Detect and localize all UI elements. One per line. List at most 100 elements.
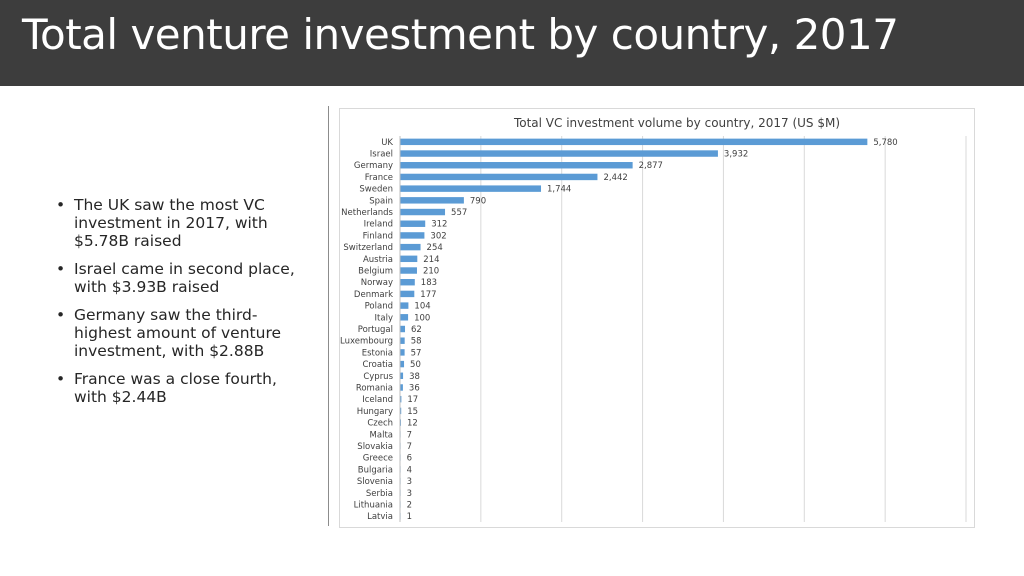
category-label: Latvia bbox=[367, 512, 393, 522]
category-label: Lithuania bbox=[354, 500, 393, 510]
value-label: 557 bbox=[451, 208, 467, 218]
category-label: Czech bbox=[367, 419, 393, 429]
value-label: 2,877 bbox=[639, 161, 663, 171]
category-label: Netherlands bbox=[341, 208, 393, 218]
bullet-text: The UK saw the most VC investment in 201… bbox=[74, 196, 268, 250]
bar bbox=[400, 220, 426, 227]
bullet-text: Israel came in second place, with $3.93B… bbox=[74, 260, 295, 296]
bar bbox=[400, 337, 405, 344]
value-label: 100 bbox=[414, 313, 430, 323]
value-label: 254 bbox=[427, 243, 443, 253]
bar bbox=[400, 407, 402, 415]
bullet-glyph: • bbox=[56, 306, 66, 324]
bullet-text: Germany saw the third-highest amount of … bbox=[74, 306, 282, 360]
value-label: 177 bbox=[420, 290, 436, 300]
bullet-glyph: • bbox=[56, 260, 66, 278]
category-label: Sweden bbox=[359, 185, 393, 195]
category-label: France bbox=[365, 173, 393, 183]
category-label: UK bbox=[381, 138, 393, 148]
value-label: 2,442 bbox=[603, 173, 627, 183]
bar bbox=[400, 372, 404, 380]
value-label: 17 bbox=[407, 395, 418, 405]
bar bbox=[400, 232, 425, 239]
value-label: 58 bbox=[411, 337, 422, 347]
category-label: Norway bbox=[361, 278, 393, 288]
value-label: 57 bbox=[411, 348, 422, 358]
bullet-item: • France was a close fourth, with $2.44B bbox=[56, 370, 312, 406]
vertical-divider bbox=[328, 106, 329, 526]
value-label: 3,932 bbox=[724, 150, 748, 160]
bullet-glyph: • bbox=[56, 370, 66, 388]
value-label: 12 bbox=[407, 419, 418, 429]
bar bbox=[400, 255, 418, 263]
category-label: Belgium bbox=[358, 267, 393, 277]
bar bbox=[400, 384, 403, 391]
bullet-glyph: • bbox=[56, 196, 66, 214]
category-label: Bulgaria bbox=[358, 465, 393, 475]
category-label: Spain bbox=[369, 196, 393, 206]
value-label: 104 bbox=[414, 302, 430, 312]
value-label: 312 bbox=[431, 220, 447, 230]
value-label: 4 bbox=[407, 465, 412, 475]
value-label: 210 bbox=[423, 267, 439, 277]
category-label: Germany bbox=[354, 161, 393, 171]
value-label: 5,780 bbox=[873, 138, 897, 148]
category-label: Italy bbox=[375, 313, 393, 323]
category-label: Switzerland bbox=[343, 243, 393, 253]
bar bbox=[400, 185, 542, 192]
value-label: 50 bbox=[410, 360, 421, 370]
value-label: 38 bbox=[409, 372, 420, 382]
bar bbox=[400, 243, 421, 251]
value-label: 15 bbox=[407, 407, 418, 417]
bullet-item: • Israel came in second place, with $3.93… bbox=[56, 260, 312, 296]
category-label: Poland bbox=[365, 302, 393, 312]
title-bar: Total venture investment by country, 201… bbox=[0, 0, 1024, 86]
slide-title: Total venture investment by country, 201… bbox=[22, 10, 899, 59]
category-label: Cyprus bbox=[363, 372, 393, 382]
chart-title: Total VC investment volume by country, 2… bbox=[513, 116, 840, 130]
bar-chart: Total VC investment volume by country, 2… bbox=[340, 116, 967, 522]
category-label: Israel bbox=[370, 150, 393, 160]
category-label: Finland bbox=[363, 231, 393, 241]
bar bbox=[400, 173, 598, 181]
bar bbox=[400, 278, 415, 286]
value-label: 7 bbox=[407, 430, 412, 440]
category-label: Hungary bbox=[357, 407, 393, 417]
value-label: 7 bbox=[407, 442, 412, 452]
category-label: Ireland bbox=[364, 220, 393, 230]
chart-frame: Total VC investment volume by country, 2… bbox=[339, 108, 975, 528]
bullet-list: • The UK saw the most VC investment in 20… bbox=[56, 196, 312, 416]
bar bbox=[400, 208, 446, 216]
category-label: Iceland bbox=[362, 395, 393, 405]
bullet-item: • The UK saw the most VC investment in 20… bbox=[56, 196, 312, 250]
category-label: Slovakia bbox=[357, 442, 393, 452]
bar bbox=[400, 162, 633, 169]
bar bbox=[400, 290, 415, 298]
value-label: 62 bbox=[411, 325, 422, 335]
category-label: Denmark bbox=[354, 290, 393, 300]
value-label: 1,744 bbox=[547, 185, 571, 195]
bar bbox=[400, 197, 464, 204]
category-label: Greece bbox=[363, 454, 393, 464]
bar bbox=[400, 314, 409, 321]
value-label: 2 bbox=[407, 500, 412, 510]
value-label: 36 bbox=[409, 383, 420, 393]
value-label: 6 bbox=[407, 454, 412, 464]
value-label: 790 bbox=[470, 196, 486, 206]
category-label: Serbia bbox=[366, 489, 393, 499]
category-label: Romania bbox=[356, 383, 393, 393]
value-label: 1 bbox=[407, 512, 412, 522]
value-label: 183 bbox=[421, 278, 437, 288]
category-label: Portugal bbox=[358, 325, 393, 335]
value-label: 3 bbox=[407, 489, 412, 499]
category-label: Malta bbox=[370, 430, 393, 440]
value-label: 302 bbox=[430, 231, 446, 241]
bar bbox=[400, 150, 718, 157]
bar bbox=[400, 395, 402, 403]
bar bbox=[400, 325, 406, 333]
category-label: Luxembourg bbox=[340, 337, 393, 347]
value-label: 3 bbox=[407, 477, 412, 487]
bar bbox=[400, 349, 405, 356]
category-label: Estonia bbox=[362, 348, 393, 358]
bullet-item: • Germany saw the third-highest amount of… bbox=[56, 306, 312, 360]
